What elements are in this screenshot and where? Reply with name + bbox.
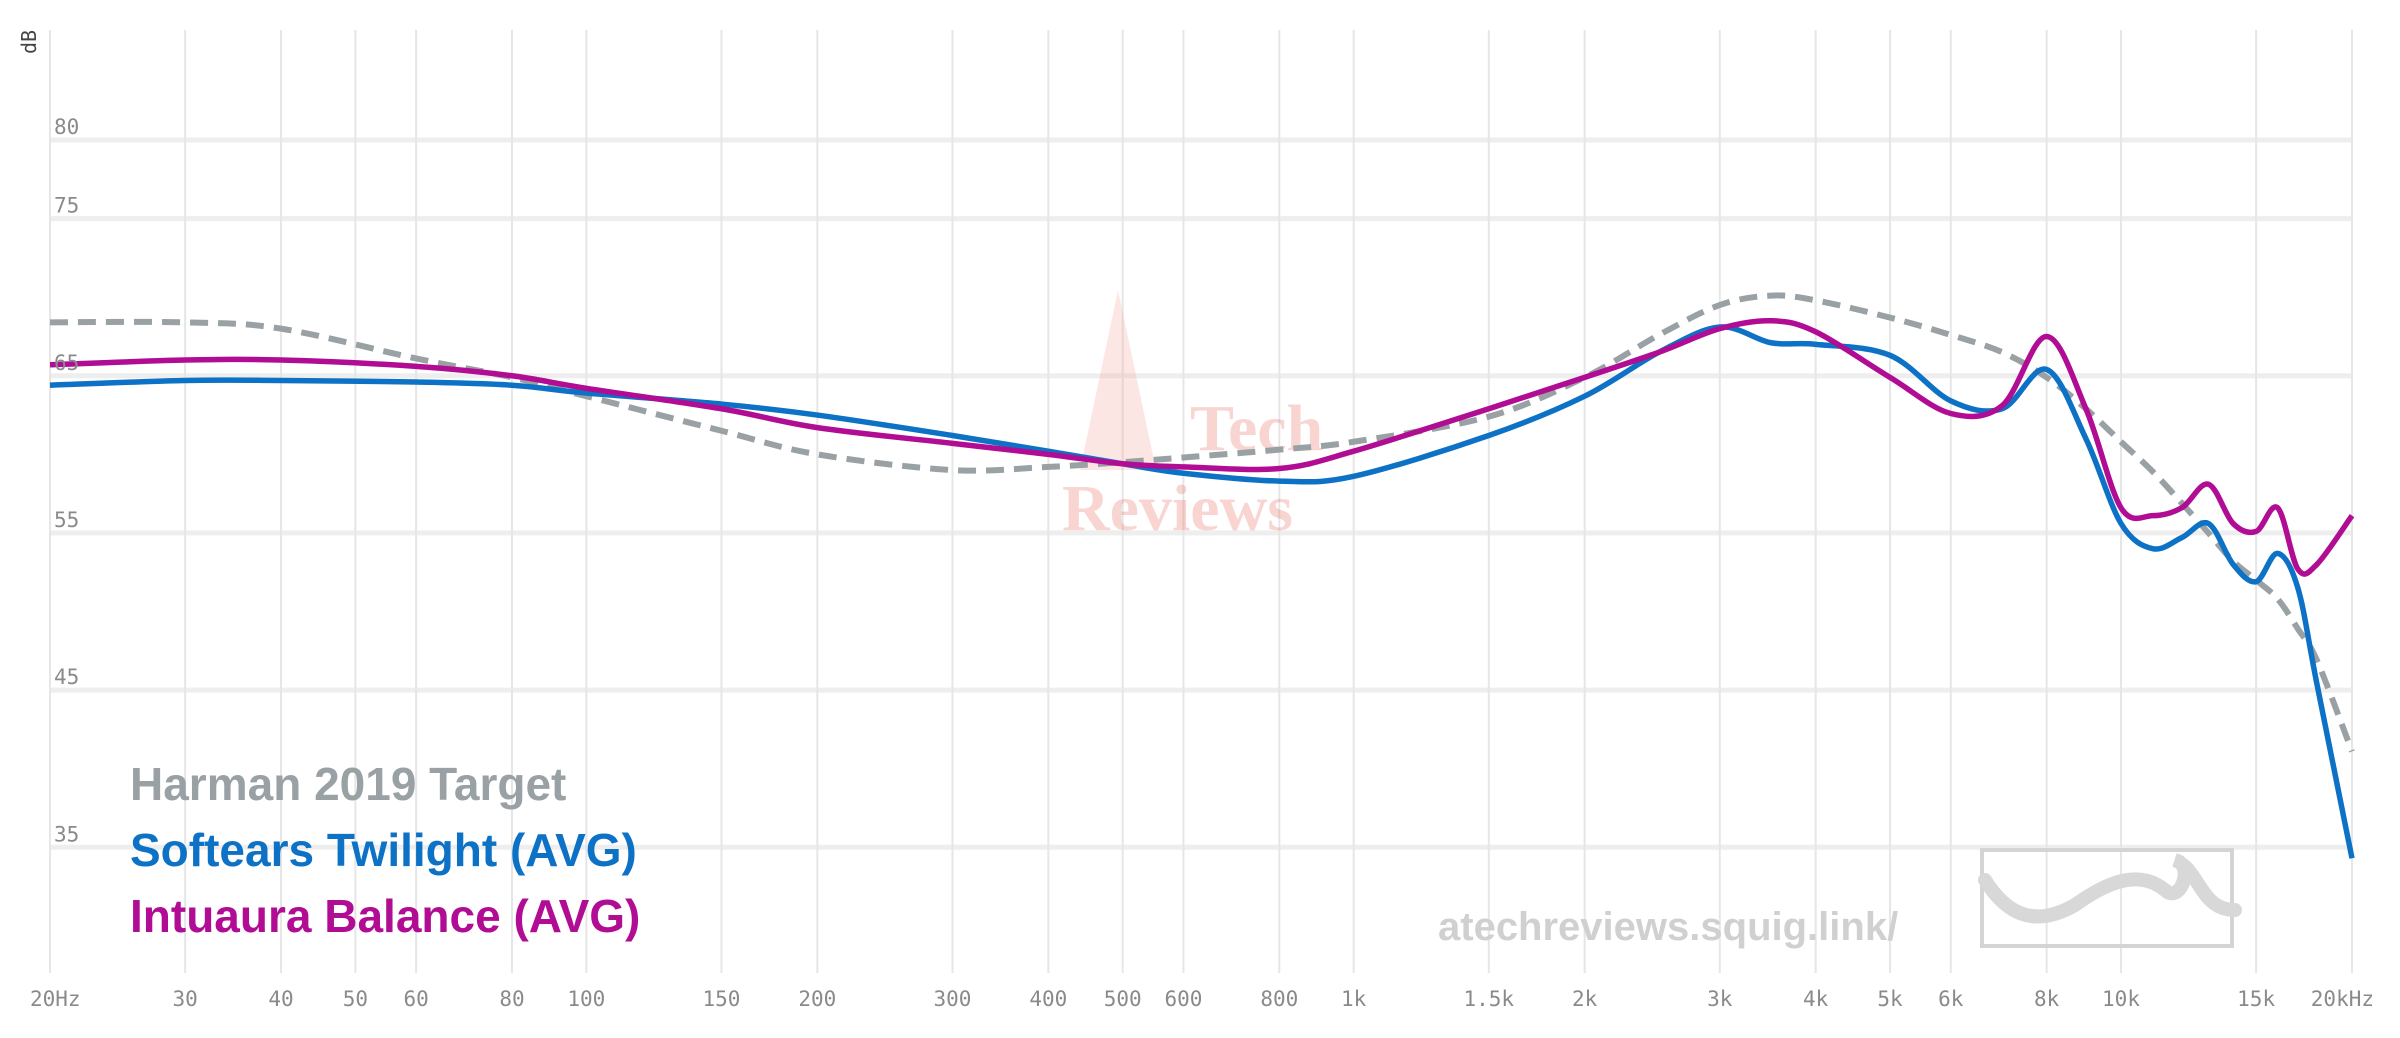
series-line	[49, 292, 2355, 753]
x-tick-label: 200	[798, 987, 836, 1011]
x-tick-label: 800	[1260, 987, 1298, 1011]
y-tick-label: 75	[54, 194, 79, 218]
logo-watermark: Tech Reviews	[1062, 290, 1323, 545]
x-tick-label: 1k	[1341, 987, 1367, 1011]
legend-label: Softears Twilight (AVG)	[130, 824, 637, 876]
x-tick-label: 50	[343, 987, 368, 1011]
x-tick-label: 6k	[1938, 987, 1964, 1011]
x-tick-label: 20Hz	[30, 987, 81, 1011]
x-tick-label: 30	[172, 987, 197, 1011]
x-tick-label: 300	[933, 987, 971, 1011]
y-tick-label: 65	[54, 351, 79, 375]
x-tick-label: 150	[702, 987, 740, 1011]
x-tick-label: 400	[1029, 987, 1067, 1011]
x-tick-label: 8k	[2034, 987, 2060, 1011]
logo-text: Reviews	[1062, 472, 1293, 545]
x-tick-label: 2k	[1572, 987, 1598, 1011]
legend-label: Intuaura Balance (AVG)	[130, 890, 640, 942]
x-tick-label: 80	[499, 987, 524, 1011]
x-tick-label: 600	[1164, 987, 1202, 1011]
x-tick-label: 40	[268, 987, 293, 1011]
x-tick-label: 10k	[2102, 987, 2140, 1011]
y-tick-label: 55	[54, 508, 79, 532]
logo-icon	[1978, 848, 2242, 948]
x-tick-label: 500	[1104, 987, 1142, 1011]
x-tick-label: 15k	[2237, 987, 2275, 1011]
x-tick-label: 20kHz	[2311, 987, 2374, 1011]
x-tick-label: 4k	[1803, 987, 1829, 1011]
y-tick-label: 45	[54, 665, 79, 689]
series-line	[49, 317, 2355, 577]
x-tick-label: 1.5k	[1464, 987, 1515, 1011]
x-tick-label: 100	[567, 987, 605, 1011]
x-tick-label: 60	[403, 987, 428, 1011]
x-tick-label: 3k	[1707, 987, 1733, 1011]
y-tick-label: 80	[54, 115, 79, 139]
y-tick-label: 35	[54, 822, 79, 846]
x-tick-label: 5k	[1877, 987, 1903, 1011]
legend-label: Harman 2019 Target	[130, 758, 566, 810]
y-axis-label: dB	[17, 30, 41, 54]
watermark: atechreviews.squig.link/	[1438, 905, 1898, 949]
